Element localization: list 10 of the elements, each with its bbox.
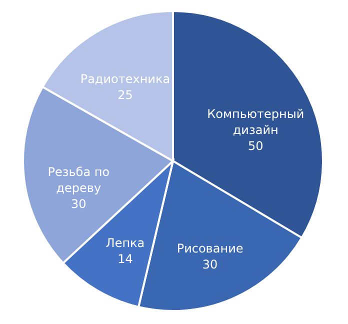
slice-label: Рисование: [176, 241, 244, 256]
slice-label: Радиотехника: [80, 72, 170, 86]
data-label: 50: [248, 139, 264, 154]
data-label: 30: [70, 196, 86, 211]
data-label: 25: [118, 88, 133, 102]
slice-label: Резьба по дереву: [48, 164, 110, 195]
data-label: 30: [202, 257, 218, 272]
slice-label: Компьютерный дизайн: [207, 107, 304, 138]
slice-label: Лепка: [106, 236, 145, 250]
data-label: 14: [118, 252, 133, 266]
